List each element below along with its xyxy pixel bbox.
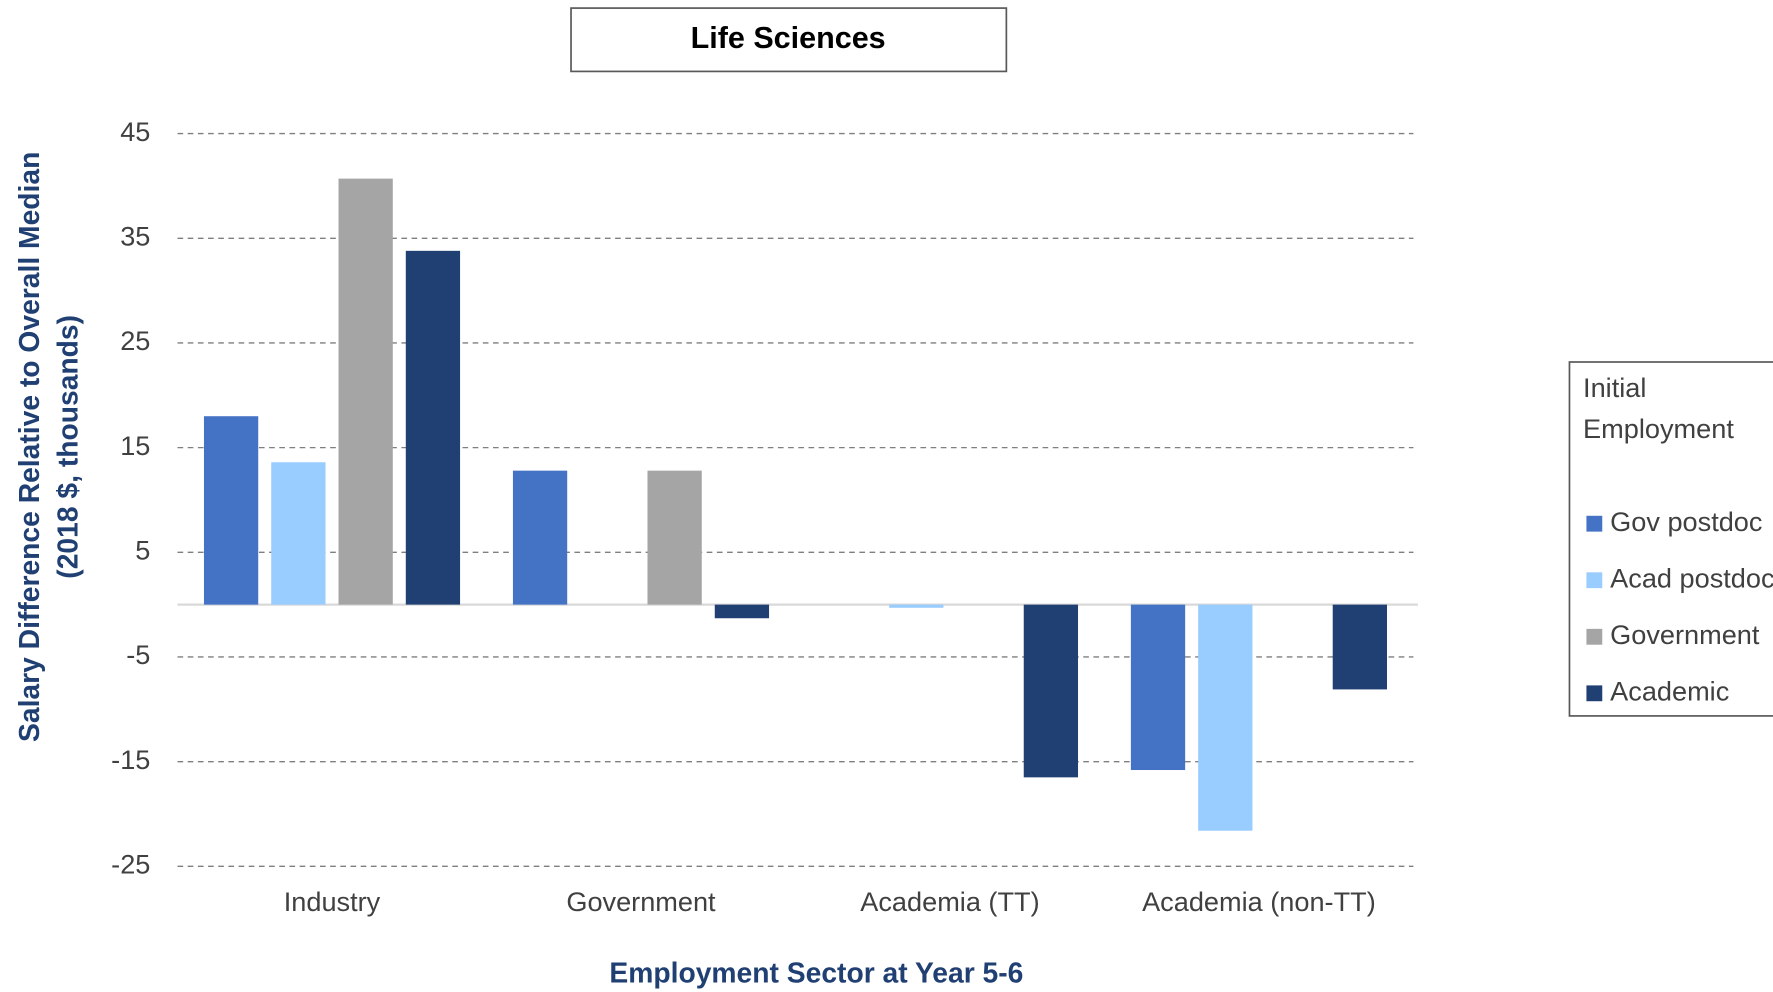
x-tick-label: Academia (non-TT) — [1142, 886, 1376, 917]
bar — [203, 416, 259, 605]
legend-swatch — [1586, 515, 1603, 532]
legend-label: Acad postdoc — [1610, 562, 1773, 593]
bar — [271, 462, 326, 605]
bar — [338, 178, 393, 605]
legend-swatch — [1586, 572, 1603, 589]
y-tick-label: 15 — [120, 430, 150, 461]
y-tick-label: 5 — [135, 534, 150, 565]
bar — [647, 470, 702, 605]
y-tick-label: 25 — [120, 325, 150, 356]
title-box — [570, 7, 1008, 73]
y-axis-title-line: Salary Difference Relative to Overall Me… — [13, 152, 45, 742]
bar — [1332, 604, 1387, 690]
bar — [405, 250, 461, 605]
legend-label: Academic — [1610, 675, 1729, 706]
bar — [512, 470, 568, 605]
legend-box — [1568, 361, 1773, 717]
bar — [1198, 604, 1253, 831]
bar — [714, 604, 770, 619]
y-tick-label: -5 — [126, 639, 150, 670]
legend-swatch — [1586, 685, 1603, 702]
y-tick-label: 45 — [120, 116, 150, 147]
y-tick-label: 35 — [120, 220, 150, 251]
x-tick-label: Industry — [284, 886, 381, 917]
x-axis-title: Employment Sector at Year 5-6 — [609, 956, 1023, 988]
legend-label: Government — [1610, 619, 1760, 650]
y-tick-label: -15 — [111, 744, 150, 775]
legend-title: Initial Employment — [1583, 373, 1734, 445]
legend-swatch — [1586, 628, 1603, 645]
x-tick-label: Academia (TT) — [860, 886, 1039, 917]
bar — [1023, 604, 1079, 778]
bar — [1130, 604, 1186, 771]
y-tick-label: -25 — [111, 848, 150, 879]
y-axis-title-line: (2018 $, thousands) — [52, 315, 84, 579]
legend-title-wrap: Initial Employment — [1583, 373, 1734, 445]
chart-title: Life Sciences — [691, 21, 886, 55]
y-axis-title: Salary Difference Relative to Overall Me… — [13, 152, 83, 742]
x-tick-label: Government — [566, 886, 716, 917]
bar — [889, 604, 944, 608]
legend-label: Gov postdoc — [1610, 506, 1762, 537]
